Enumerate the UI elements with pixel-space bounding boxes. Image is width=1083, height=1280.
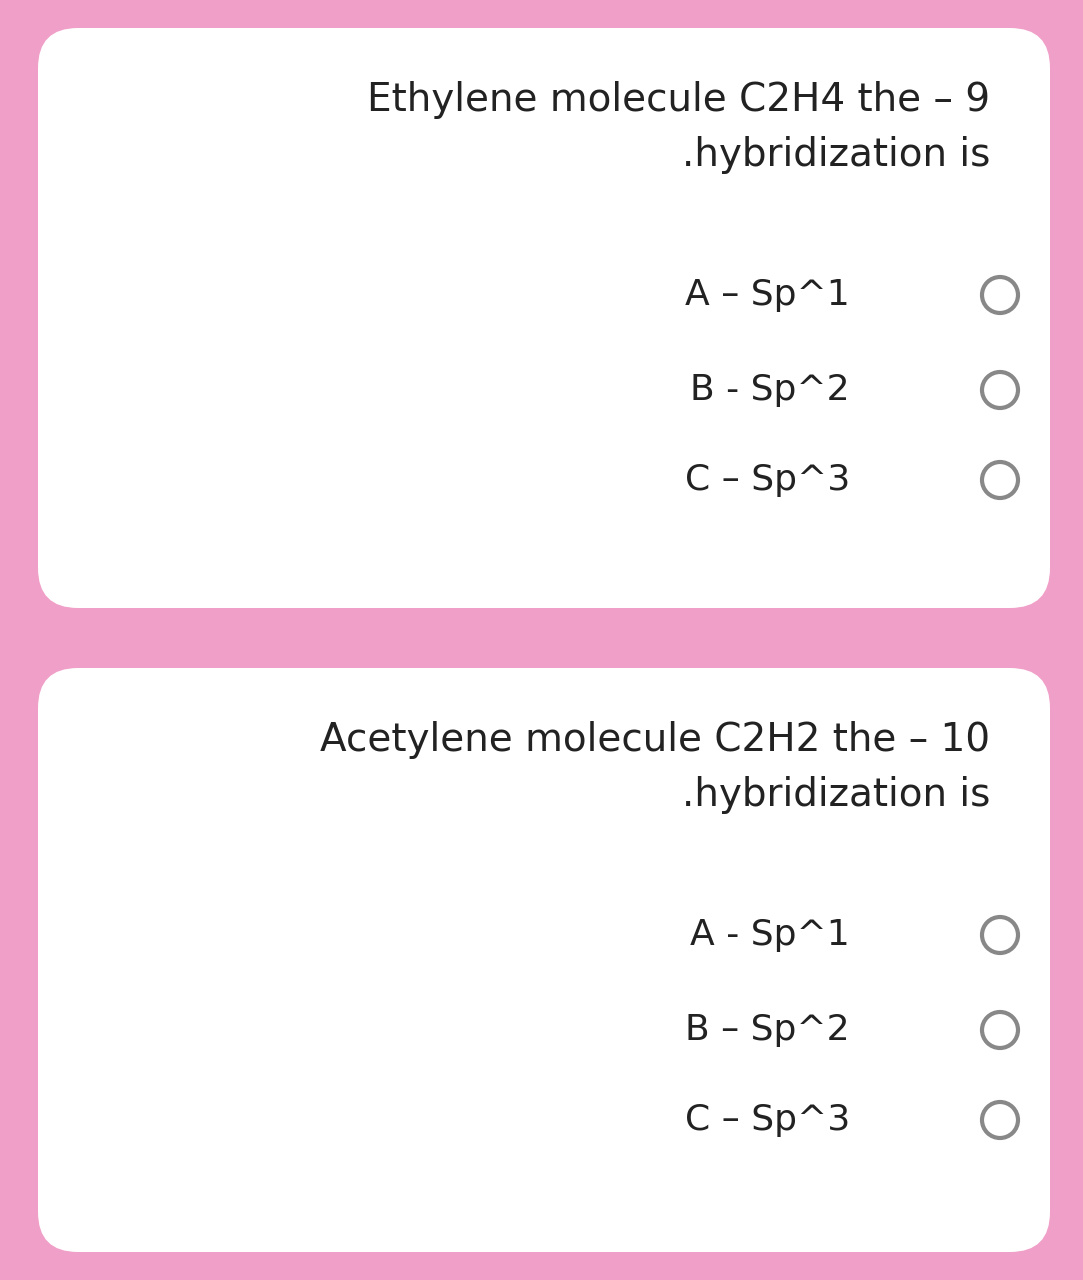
Text: B – Sp^2: B – Sp^2: [686, 1012, 850, 1047]
Text: .hybridization is: .hybridization is: [681, 776, 990, 814]
Text: A - Sp^1: A - Sp^1: [690, 918, 850, 952]
Text: Acetylene molecule C2H2 the – 10: Acetylene molecule C2H2 the – 10: [319, 721, 990, 759]
Text: A – Sp^1: A – Sp^1: [686, 278, 850, 312]
Text: .hybridization is: .hybridization is: [681, 136, 990, 174]
Text: C – Sp^3: C – Sp^3: [684, 1103, 850, 1137]
FancyBboxPatch shape: [38, 668, 1051, 1252]
Circle shape: [982, 276, 1018, 314]
Circle shape: [982, 372, 1018, 408]
Circle shape: [982, 916, 1018, 954]
Text: C – Sp^3: C – Sp^3: [684, 463, 850, 497]
Text: Ethylene molecule C2H4 the – 9: Ethylene molecule C2H4 the – 9: [367, 81, 990, 119]
Text: B - Sp^2: B - Sp^2: [690, 372, 850, 407]
Circle shape: [982, 1102, 1018, 1138]
Circle shape: [982, 462, 1018, 498]
FancyBboxPatch shape: [38, 28, 1051, 608]
Circle shape: [982, 1012, 1018, 1048]
